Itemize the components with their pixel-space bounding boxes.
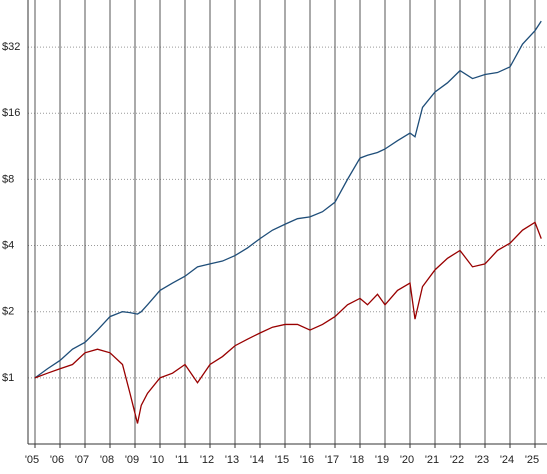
x-tick-label: '21 xyxy=(425,454,439,466)
x-tick-label: '12 xyxy=(200,454,214,466)
x-tick-label: '18 xyxy=(350,454,364,466)
x-tick-label: '22 xyxy=(450,454,464,466)
y-tick-label: $2 xyxy=(2,306,14,318)
y-tick-label: $16 xyxy=(2,107,20,119)
x-tick-label: '20 xyxy=(400,454,414,466)
series-line xyxy=(34,221,542,424)
x-tick-label: '09 xyxy=(125,454,139,466)
x-tick-label: '14 xyxy=(250,454,264,466)
x-tick-label: '10 xyxy=(150,454,164,466)
series-line xyxy=(34,20,542,379)
x-tick-label: '25 xyxy=(525,454,539,466)
x-tick-label: '16 xyxy=(300,454,314,466)
y-tick-label: $1 xyxy=(2,372,14,384)
y-tick-label: $4 xyxy=(2,239,14,251)
x-tick-label: '05 xyxy=(25,454,39,466)
x-tick-label: '23 xyxy=(475,454,489,466)
x-tick-label: '07 xyxy=(75,454,89,466)
y-tick-label: $8 xyxy=(2,173,14,185)
x-tick-label: '06 xyxy=(50,454,64,466)
x-tick-label: '15 xyxy=(275,454,289,466)
y-tick-label: $32 xyxy=(2,41,20,53)
x-tick-label: '11 xyxy=(175,454,189,466)
x-tick-label: '24 xyxy=(500,454,514,466)
x-tick-label: '13 xyxy=(225,454,239,466)
x-tick-label: '08 xyxy=(100,454,114,466)
x-tick-label: '17 xyxy=(325,454,339,466)
x-tick-label: '19 xyxy=(375,454,389,466)
